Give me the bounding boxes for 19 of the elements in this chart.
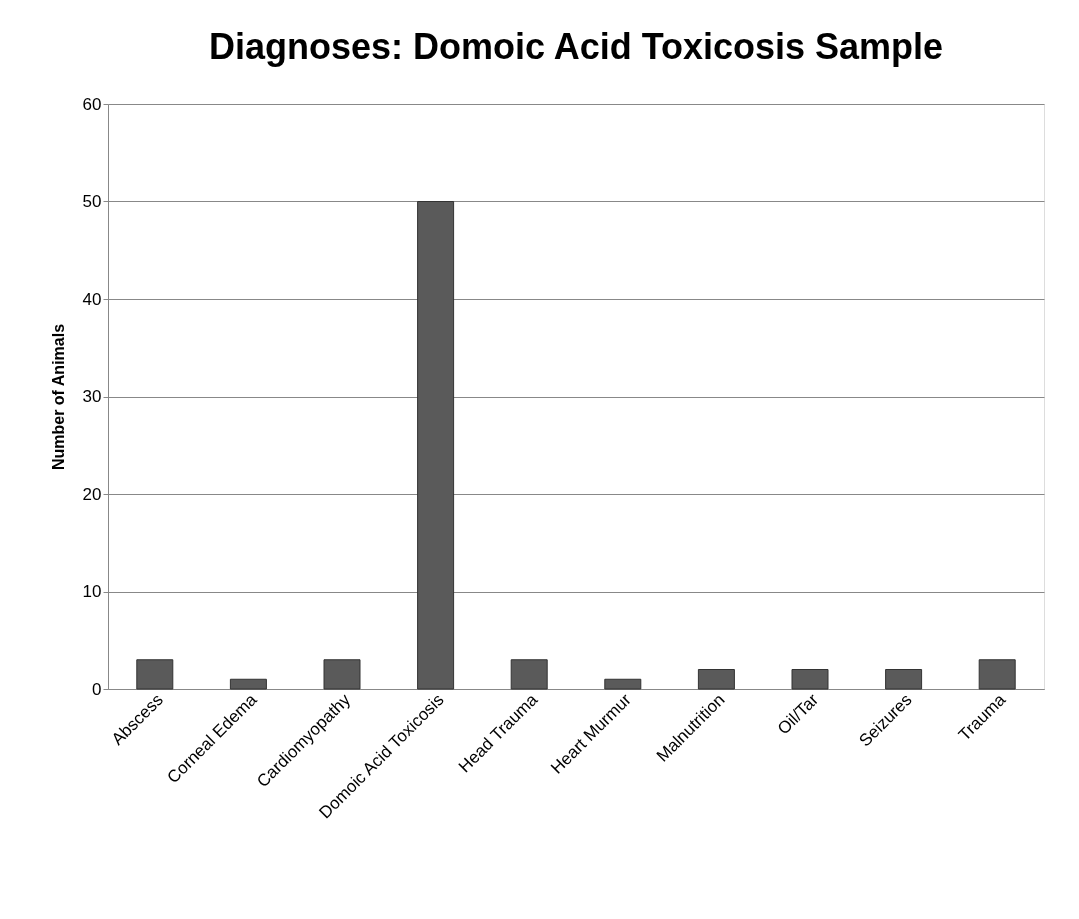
bar bbox=[323, 659, 361, 690]
bar bbox=[791, 669, 829, 690]
bar bbox=[510, 659, 548, 690]
y-tick-label: 40 bbox=[82, 289, 102, 309]
bar bbox=[885, 669, 923, 690]
y-tick-label: 50 bbox=[82, 192, 102, 211]
bar bbox=[417, 201, 455, 690]
y-tick-label: 30 bbox=[82, 387, 102, 406]
bar bbox=[697, 669, 735, 690]
bar bbox=[136, 659, 174, 690]
bar bbox=[978, 659, 1016, 690]
bar bbox=[604, 678, 642, 690]
y-tick-label: 60 bbox=[82, 94, 102, 114]
y-tick-label: 0 bbox=[92, 679, 102, 699]
chart-title: Diagnoses: Domoic Acid Toxicosis Sample bbox=[208, 26, 944, 67]
y-axis-title: Number of Animals bbox=[49, 323, 67, 471]
y-tick-label: 20 bbox=[82, 484, 102, 504]
bar bbox=[229, 678, 267, 690]
y-tick-label: 10 bbox=[82, 582, 102, 601]
